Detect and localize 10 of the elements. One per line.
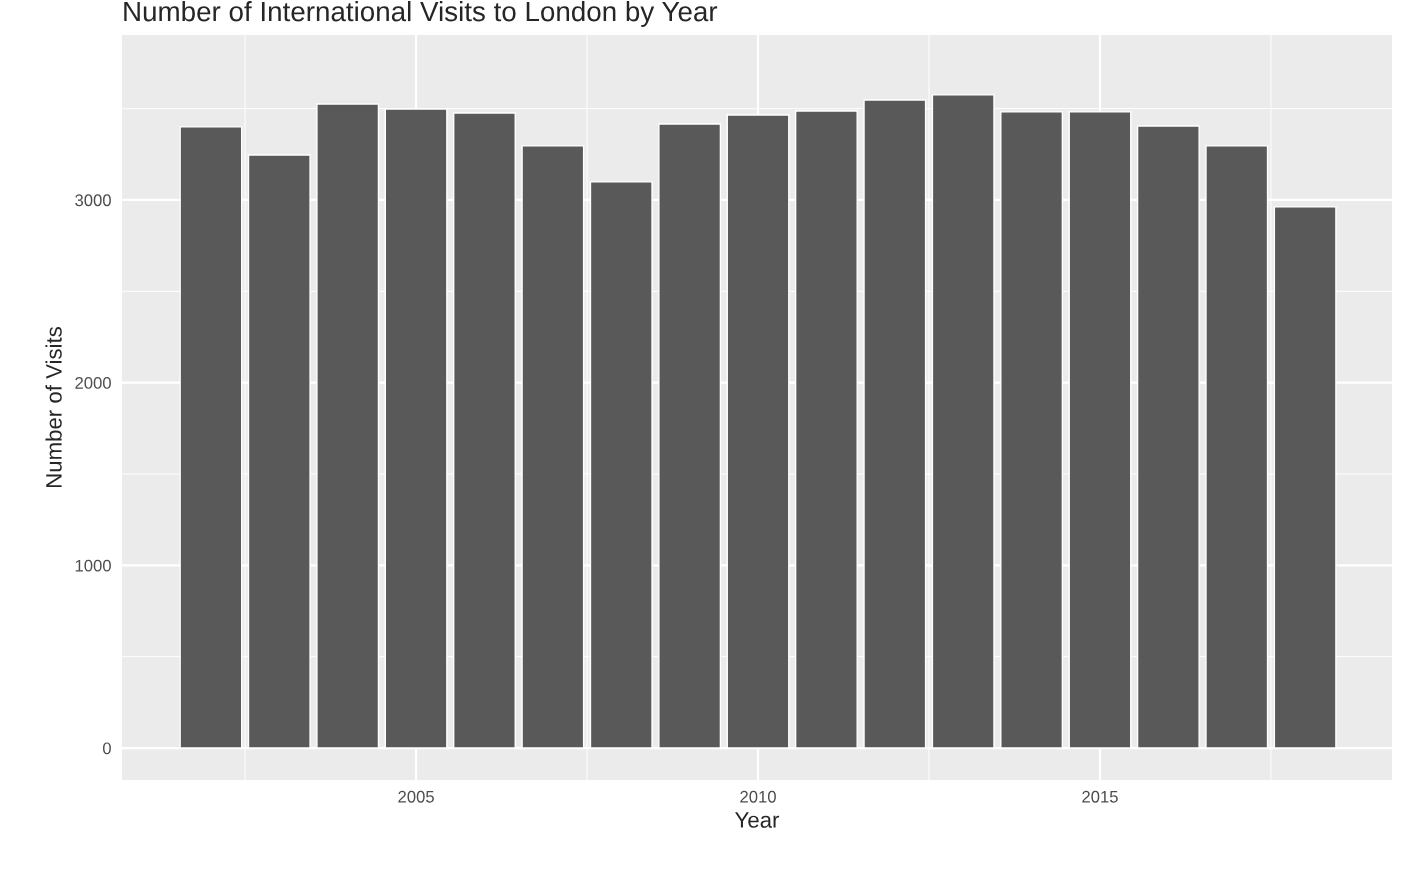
x-axis-title: Year	[735, 812, 780, 828]
x-tick-label: 2010	[740, 790, 776, 803]
y-tick-label: 2000	[75, 377, 111, 389]
x-tick-label: 2015	[1082, 790, 1118, 803]
x-tick-label: 2005	[398, 790, 434, 803]
y-tick-label: 1000	[75, 559, 111, 572]
y-tick-label: 0	[102, 742, 111, 755]
chart-title: Number of International Visits to London by Year	[124, 0, 718, 27]
y-tick-label: 3000	[75, 194, 111, 207]
y-axis-title: Number of Visits	[45, 326, 62, 487]
